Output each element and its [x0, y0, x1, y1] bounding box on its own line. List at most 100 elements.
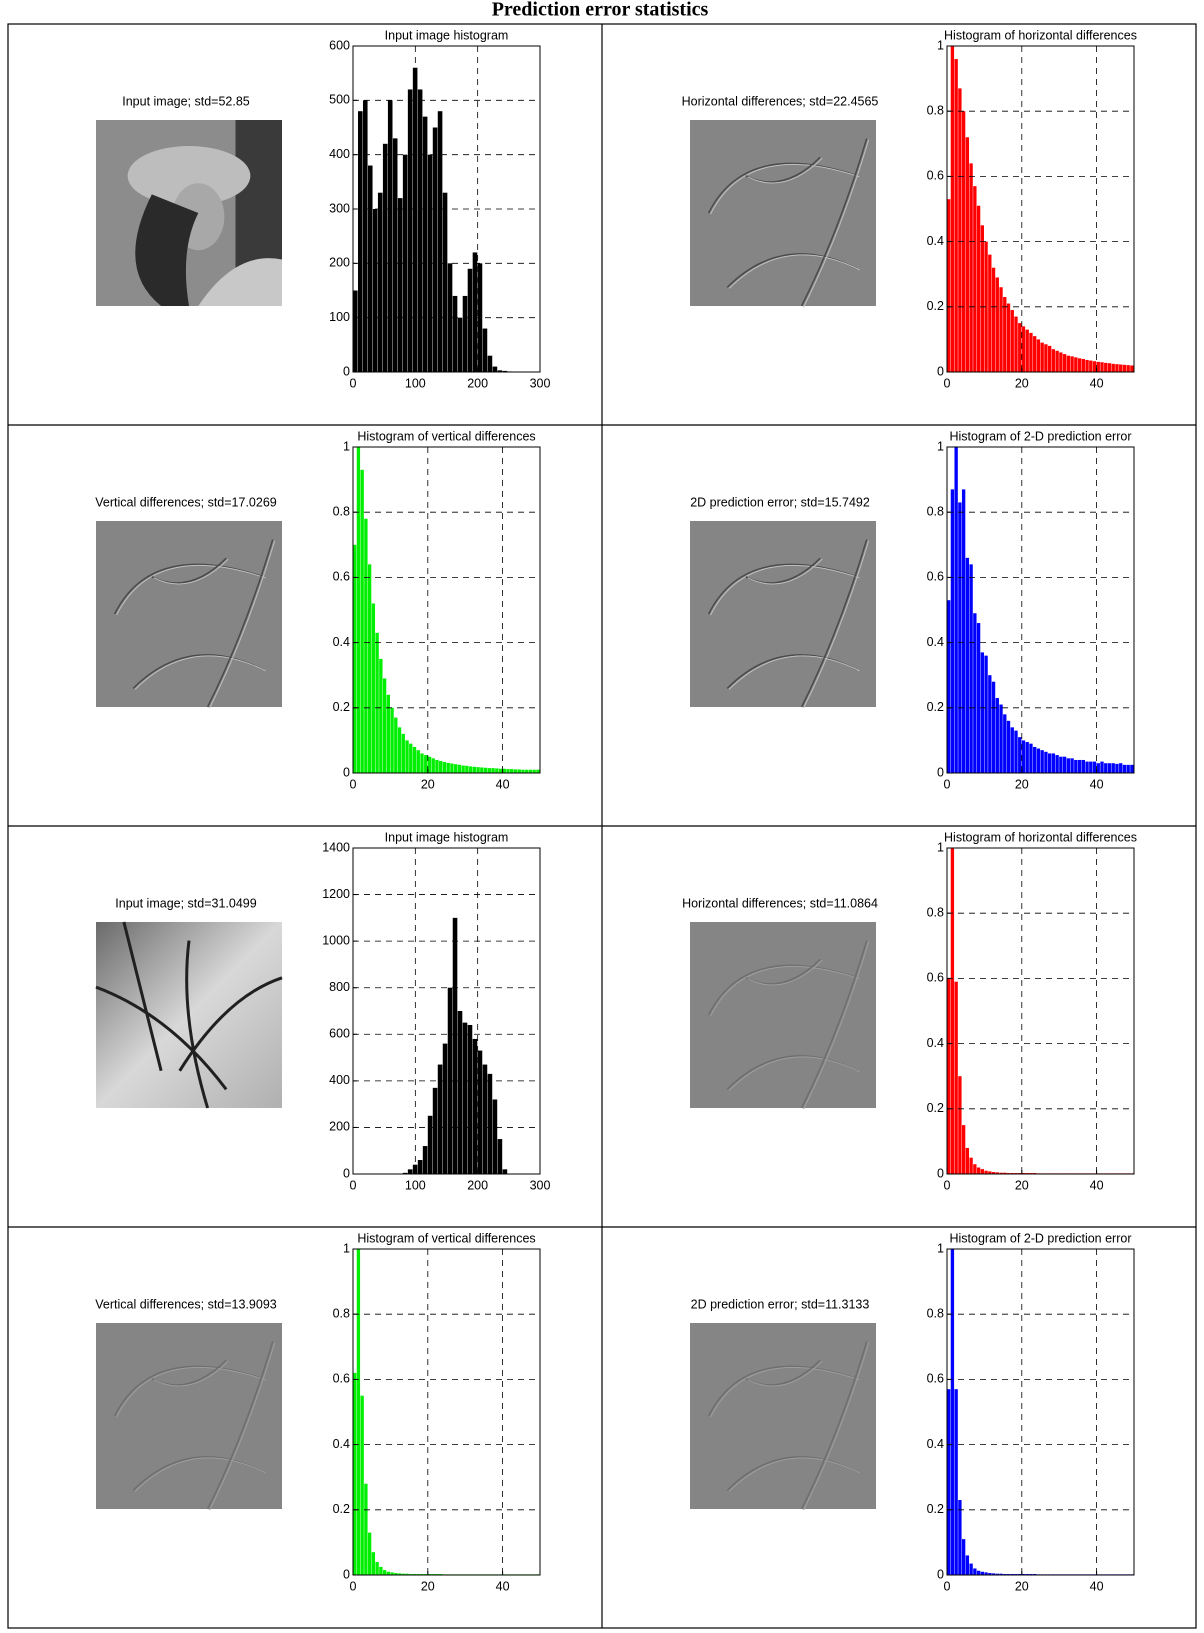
bar [1130, 365, 1134, 372]
bar [498, 768, 503, 773]
bar [965, 557, 970, 773]
bar [446, 762, 450, 773]
image-bg [690, 521, 876, 707]
bar [1036, 339, 1041, 372]
bar [367, 564, 372, 773]
y-tick-label: 400 [329, 1073, 350, 1087]
y-tick-label: 1200 [322, 887, 350, 901]
x-tick-label: 20 [1015, 777, 1029, 791]
y-tick-label: 0.6 [927, 971, 944, 985]
bar [976, 1167, 981, 1174]
bar [1126, 764, 1130, 773]
bar [1100, 362, 1104, 372]
bar [1119, 364, 1123, 372]
table-grid [7, 23, 1197, 1629]
x-tick-label: 0 [944, 376, 951, 390]
bar [1062, 756, 1067, 773]
bar [482, 328, 488, 372]
bar [353, 1372, 357, 1575]
bar [1077, 759, 1082, 773]
image-caption: Vertical differences; std=17.0269 [95, 495, 277, 509]
bar [1070, 356, 1074, 372]
bar [1126, 365, 1130, 372]
bar [1014, 316, 1018, 372]
bar [497, 1139, 503, 1174]
x-tick-label: 40 [1090, 777, 1104, 791]
image [690, 1323, 876, 1511]
y-tick-label: 600 [329, 1027, 350, 1041]
x-tick-label: 0 [350, 1178, 357, 1192]
image-bg [96, 1323, 282, 1509]
bar [382, 1570, 387, 1575]
axes-frame [946, 1248, 1135, 1576]
bar [991, 1172, 996, 1174]
x-tick-label: 20 [421, 777, 435, 791]
y-tick-label: 0.6 [333, 570, 350, 584]
bar [950, 489, 955, 773]
edge [728, 655, 860, 690]
bar [958, 88, 962, 372]
bar [1033, 746, 1037, 773]
bar [528, 769, 533, 773]
x-tick-label: 0 [350, 376, 357, 390]
bar [462, 1022, 468, 1174]
x-tick-label: 200 [467, 1178, 488, 1192]
y-tick-label: 0 [937, 364, 944, 378]
y-tick-label: 600 [329, 38, 350, 52]
axes-frame [352, 1248, 541, 1576]
bar [1025, 742, 1029, 773]
y-tick-label: 0.6 [333, 1372, 350, 1386]
bar [999, 1172, 1003, 1174]
bar [432, 127, 438, 372]
x-tick-label: 40 [496, 1579, 510, 1593]
bar [1081, 358, 1085, 372]
y-tick-label: 200 [329, 1120, 350, 1134]
bar [1089, 360, 1093, 372]
y-tick-label: 0.2 [927, 299, 944, 313]
bar [412, 746, 417, 773]
y-tick-label: 0 [343, 364, 350, 378]
edge [747, 959, 823, 986]
bar [442, 761, 447, 773]
edge [800, 940, 868, 1109]
bar [950, 46, 955, 372]
bar [483, 767, 488, 773]
image [96, 1323, 282, 1511]
bar [984, 1170, 988, 1174]
image-caption: Input image; std=31.0499 [115, 896, 256, 910]
bar [1096, 763, 1100, 773]
bar [362, 100, 368, 372]
bar [377, 192, 383, 372]
y-tick-label: 500 [329, 93, 350, 107]
bar [961, 1125, 966, 1174]
edge [710, 564, 860, 616]
bar [502, 1169, 508, 1174]
bar [457, 764, 462, 773]
image [96, 120, 282, 306]
chart-title: Input image histogram [385, 830, 509, 844]
shoulder [198, 258, 282, 306]
bar [958, 502, 962, 773]
image [96, 521, 282, 709]
bar [988, 675, 992, 773]
bar [965, 1147, 970, 1174]
bar [422, 1146, 428, 1174]
chart-title: Histogram of horizontal differences [944, 830, 1137, 844]
bar [407, 89, 413, 372]
bar [401, 733, 405, 773]
bar [947, 1389, 951, 1575]
bar [947, 199, 951, 372]
y-tick-label: 0.8 [333, 504, 350, 518]
bar [1104, 763, 1108, 773]
bar [394, 717, 398, 773]
y-tick-label: 0.4 [927, 1036, 944, 1050]
edge [134, 1457, 266, 1492]
bar [502, 768, 506, 773]
edge [116, 1366, 266, 1418]
bar [472, 766, 477, 773]
edge [803, 540, 870, 709]
bar [1018, 323, 1022, 372]
axes-frame [352, 45, 541, 373]
edge [134, 655, 266, 690]
y-tick-label: 1000 [322, 933, 350, 947]
